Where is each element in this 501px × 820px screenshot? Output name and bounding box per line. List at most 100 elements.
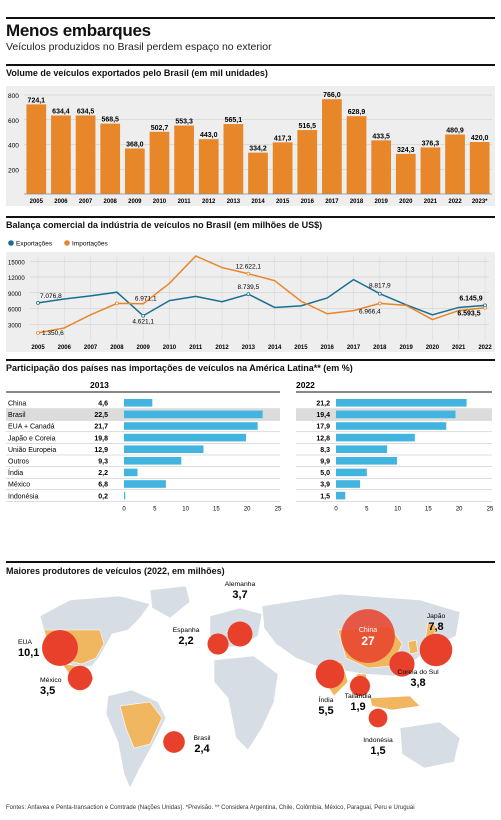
- exports-value-label: 324,3: [397, 147, 415, 154]
- share-xtick-label: 5: [153, 506, 157, 512]
- producer-name-label: México: [40, 677, 62, 684]
- exports-bar: [395, 153, 416, 194]
- producer-bubble: [368, 708, 388, 728]
- share-bar: [336, 491, 346, 500]
- exports-category-label: 2009: [128, 199, 142, 205]
- balance-line-chart: Exportações Importações 15000 12000 9000 6000…: [6, 240, 495, 352]
- balance-xtick-label: 2021: [452, 345, 466, 351]
- section-rule-exports: [6, 64, 495, 66]
- balance-xtick-label: 2012: [215, 345, 229, 351]
- share-bar: [124, 433, 246, 442]
- share-bar: [336, 410, 456, 419]
- legend-marker: [64, 240, 70, 246]
- exports-category-label: 2015: [276, 199, 290, 205]
- balance-annotation-point: [114, 301, 119, 306]
- exports-value-label: 553,3: [175, 119, 193, 126]
- map-landmass: [119, 701, 163, 749]
- exports-value-label: 516,5: [298, 123, 316, 130]
- producer-name-label: Brasil: [194, 735, 211, 742]
- exports-category-label: 2021: [424, 199, 438, 205]
- share-value-label: 12,9: [94, 447, 108, 454]
- share-value-label: 9,9: [320, 459, 330, 466]
- balance-xtick-label: 2017: [347, 345, 361, 351]
- balance-xtick-label: 2009: [136, 345, 150, 351]
- balance-xtick-label: 2016: [321, 345, 335, 351]
- balance-annotation-point: [36, 331, 40, 335]
- section-rule-producers: [6, 561, 495, 563]
- exports-category-label: 2013: [227, 199, 241, 205]
- exports-bar: [469, 142, 490, 194]
- producers-chart-title: Maiores produtores de veículos (2022, em…: [6, 566, 225, 576]
- exports-category-label: 2023*: [472, 199, 488, 205]
- share-value-label: 19,8: [94, 435, 108, 442]
- exports-category-label: 2022: [448, 199, 462, 205]
- producer-bubble: [207, 633, 229, 655]
- share-bar: [124, 468, 138, 477]
- producer-name-label: China: [359, 627, 377, 634]
- share-xtick-label: 0: [122, 506, 126, 512]
- share-value-label: 6,8: [98, 482, 108, 489]
- producer-bubble: [67, 665, 93, 691]
- producer-bubble: [163, 731, 185, 753]
- exports-value-label: 443,0: [200, 132, 218, 139]
- share-bar: [336, 422, 447, 430]
- page-subtitle: Veículos produzidos no Brasil perdem esp…: [6, 41, 272, 53]
- share-bar: [336, 433, 415, 442]
- exports-ytick-label: 200: [8, 167, 19, 174]
- exports-bar: [75, 115, 96, 194]
- exports-bar: [371, 140, 392, 194]
- producer-value-label: 1,9: [350, 701, 365, 713]
- share-bar: [124, 491, 126, 500]
- legend-label: Exportações: [16, 241, 53, 248]
- exports-bar: [100, 123, 121, 194]
- exports-value-label: 420,0: [471, 135, 489, 142]
- producer-value-label: 5,5: [318, 705, 333, 717]
- balance-ytick-label: 6000: [8, 308, 22, 314]
- balance-ytick-label: 9000: [8, 292, 22, 298]
- exports-category-label: 2016: [301, 199, 315, 205]
- balance-xtick-label: 2008: [110, 345, 124, 351]
- map-landmass: [407, 639, 419, 655]
- share-bar: [336, 399, 467, 407]
- producer-name-label: Alemanha: [225, 581, 256, 588]
- exports-value-label: 368,0: [126, 141, 144, 148]
- exports-value-label: 502,7: [151, 125, 169, 132]
- share-value-label: 5,0: [320, 470, 330, 477]
- exports-bar: [322, 99, 342, 194]
- producer-value-label: 1,5: [370, 745, 385, 757]
- share-bar: [124, 422, 258, 430]
- balance-xtick-label: 2022: [478, 345, 492, 351]
- balance-ytick-label: 12000: [8, 276, 25, 282]
- producer-bubble: [341, 609, 395, 663]
- share-bar: [336, 457, 397, 465]
- exports-category-label: 2010: [153, 199, 167, 205]
- exports-category-label: 2014: [251, 199, 265, 205]
- share-panel-year: 2013: [90, 380, 109, 390]
- share-xtick-label: 15: [213, 506, 220, 512]
- exports-bar-chart: 800 600 400 200 724,1 2005 634,4 2006 634,5 2007 5…: [6, 86, 495, 206]
- producer-bubble: [227, 621, 253, 647]
- share-xtick-label: 10: [394, 506, 401, 512]
- balance-annotation-label: 12.622,1: [236, 264, 262, 271]
- exports-value-label: 480,9: [446, 127, 464, 134]
- share-category-label: EUA + Canadá: [8, 424, 55, 431]
- exports-category-label: 2005: [30, 199, 44, 205]
- producer-value-label: 3,7: [232, 589, 247, 601]
- share-category-label: México: [8, 482, 30, 489]
- exports-bar: [445, 134, 465, 194]
- balance-series-line: [37, 255, 486, 334]
- producer-value-label: 2,2: [178, 635, 193, 647]
- share-chart-title: Participação dos países nas importações …: [6, 363, 353, 373]
- share-value-label: 21,2: [316, 401, 330, 408]
- exports-value-label: 628,9: [348, 109, 366, 116]
- balance-annotation-label: 6.971,1: [135, 295, 157, 302]
- balance-series-line: [37, 278, 486, 317]
- producer-name-label: Coreia do Sul: [397, 669, 439, 676]
- producer-value-label: 7,8: [428, 621, 443, 633]
- producer-bubble: [315, 659, 345, 689]
- exports-bar: [346, 116, 367, 194]
- share-xtick-label: 5: [365, 506, 369, 512]
- share-bar: [336, 468, 367, 477]
- balance-annotation-point: [246, 292, 251, 297]
